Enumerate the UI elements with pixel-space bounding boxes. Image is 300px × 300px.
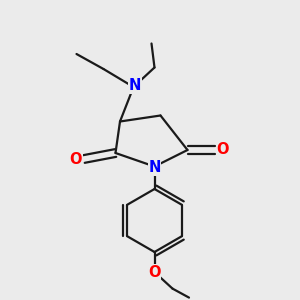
Text: N: N bbox=[129, 78, 141, 93]
Text: O: O bbox=[69, 152, 82, 166]
Text: N: N bbox=[148, 160, 161, 175]
Text: O: O bbox=[148, 265, 161, 280]
Text: O: O bbox=[217, 142, 229, 158]
